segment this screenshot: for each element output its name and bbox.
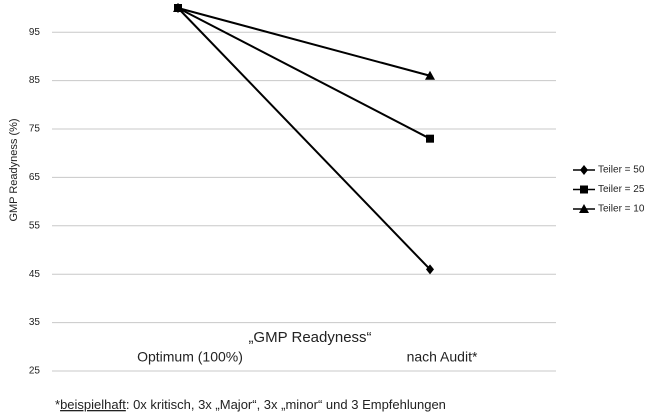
x-tick-label: Optimum (100%) — [137, 349, 243, 365]
footnote-emphasis: beispielhaft — [60, 397, 126, 412]
legend-label: Teiler = 10 — [598, 204, 645, 215]
y-tick-label: 95 — [29, 27, 41, 38]
series-line — [177, 7, 431, 271]
footnote-text: : 0x kritisch, 3x „Major“, 3x „minor“ un… — [126, 397, 446, 412]
y-tick-label: 45 — [29, 269, 41, 280]
y-tick-label: 65 — [29, 172, 41, 183]
series-line — [177, 7, 431, 77]
y-tick-label: 75 — [29, 124, 41, 135]
data-point — [173, 3, 183, 12]
x-axis-label: „GMP Readyness“ — [248, 329, 371, 346]
y-tick-label: 35 — [29, 317, 41, 328]
footnote-star: * — [55, 397, 60, 412]
series-line — [177, 7, 431, 140]
legend-marker — [579, 204, 589, 213]
legend-marker — [580, 165, 588, 175]
data-point — [426, 264, 434, 275]
data-point — [426, 134, 434, 143]
data-point — [425, 70, 435, 80]
legend-label: Teiler = 25 — [598, 184, 645, 195]
y-tick-label: 85 — [29, 75, 41, 86]
y-tick-label: 25 — [29, 366, 41, 377]
x-tick-label: nach Audit* — [407, 349, 478, 365]
y-tick-label: 55 — [29, 220, 41, 231]
legend-marker — [580, 185, 588, 194]
footnote: *beispielhaft: 0x kritisch, 3x „Major“, … — [55, 397, 446, 412]
legend-label: Teiler = 50 — [598, 165, 645, 176]
y-axis-label: GMP Readyness (%) — [8, 118, 20, 221]
